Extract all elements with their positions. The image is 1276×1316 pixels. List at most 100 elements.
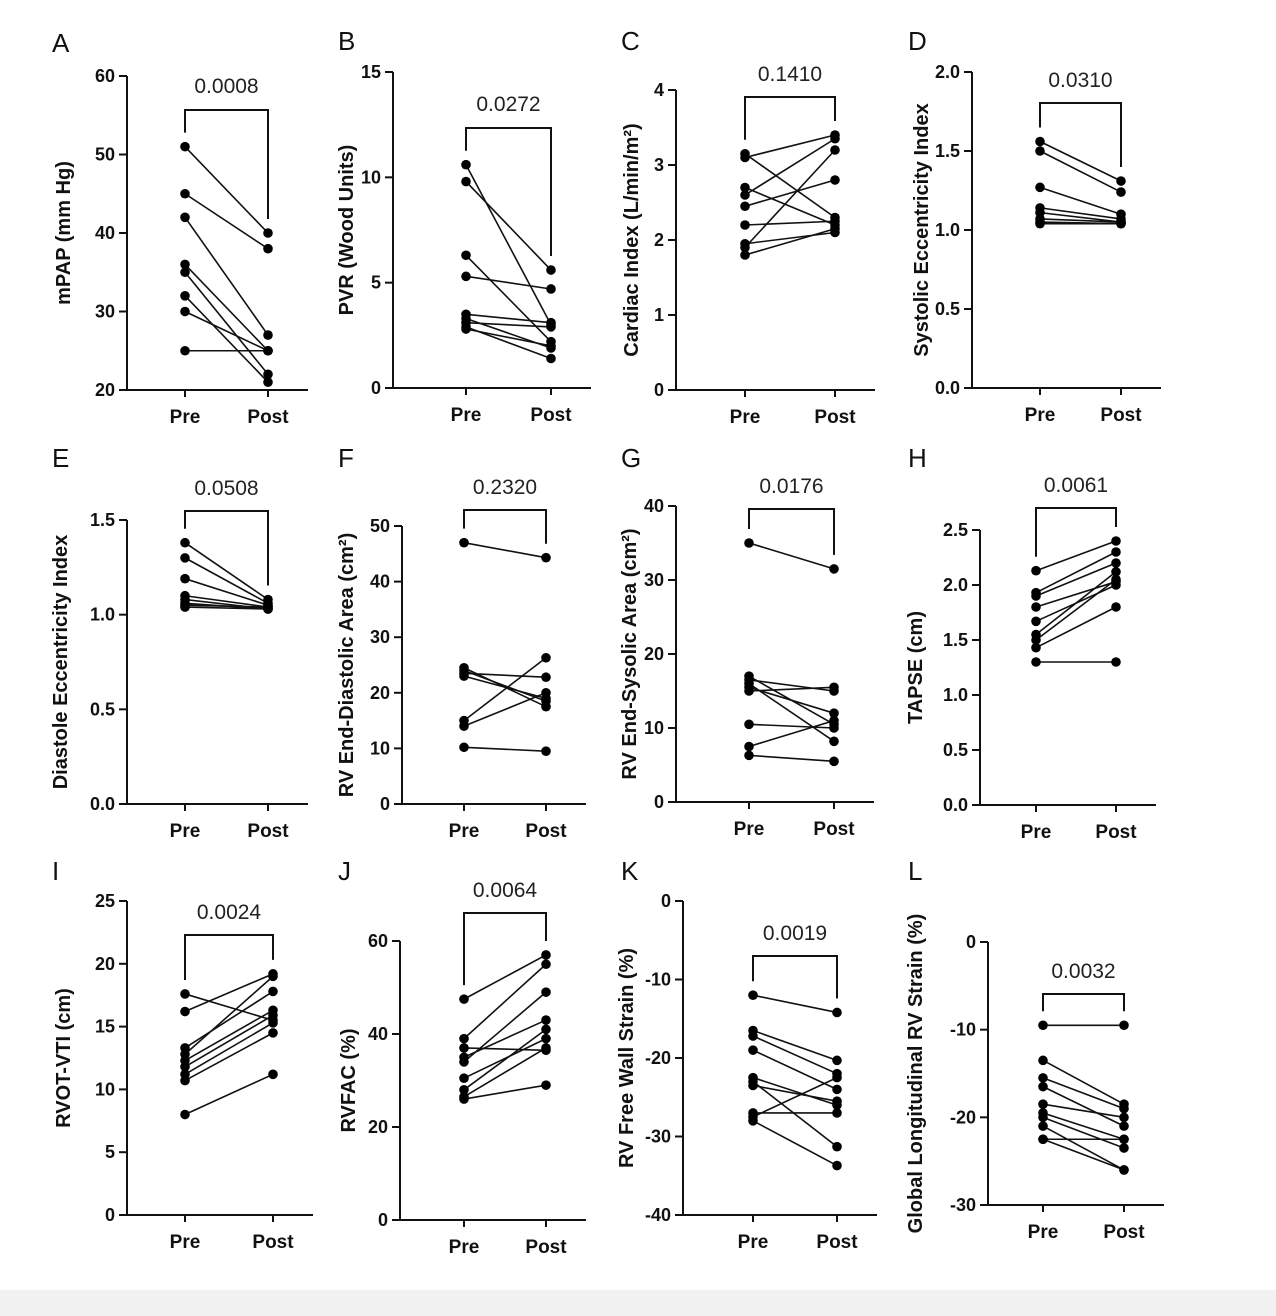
- panel-letter: F: [338, 443, 354, 473]
- data-point: [829, 682, 839, 693]
- y-axis-title: Systolic Eccentricity Index: [911, 103, 933, 356]
- data-point: [1119, 1121, 1129, 1131]
- paired-line: [184, 1032, 274, 1082]
- y-tick-label: 0.0: [90, 794, 115, 814]
- data-point: [546, 341, 556, 351]
- paired-line: [465, 321, 552, 328]
- x-tick-label-pre: Pre: [1021, 822, 1052, 843]
- paired-line: [1042, 1103, 1125, 1119]
- y-tick-label: 5: [105, 1142, 115, 1162]
- paired-line: [184, 542, 269, 601]
- data-point: [541, 672, 551, 683]
- panel-b: B 0 5 10 15 Pre Post PVR (Wood Units) 0.0272: [336, 26, 591, 426]
- data-point: [740, 201, 750, 212]
- paired-line: [748, 542, 835, 570]
- paired-line: [1035, 540, 1117, 572]
- paired-line: [748, 723, 835, 729]
- data-point: [541, 688, 551, 698]
- significance-bracket: [184, 510, 269, 586]
- paired-line: [463, 991, 547, 1063]
- paired-line: [465, 328, 552, 347]
- paired-line: [463, 954, 547, 1000]
- data-point: [830, 216, 840, 227]
- data-point: [1119, 1020, 1129, 1031]
- x-tick-label-pre: Pre: [170, 407, 201, 428]
- x-tick-label-post: Post: [247, 407, 289, 428]
- paired-line: [1042, 1059, 1125, 1105]
- data-point: [1119, 1103, 1129, 1114]
- paired-line: [748, 679, 835, 692]
- x-tick-label-post: Post: [247, 821, 289, 842]
- data-point: [263, 243, 273, 254]
- y-tick-label: 15: [95, 1017, 115, 1037]
- data-point: [461, 176, 471, 187]
- data-point: [263, 369, 273, 380]
- x-tick-label-pre: Pre: [449, 821, 480, 842]
- panel-e: E 0.0 0.5 1.0 1.5 Pre Post Diastole Eccentricit…: [50, 443, 308, 842]
- paired-line: [184, 990, 274, 1049]
- data-point: [1035, 182, 1045, 193]
- paired-line: [1042, 1125, 1125, 1171]
- y-tick-label: 60: [95, 66, 115, 86]
- y-tick-label: 10: [95, 1079, 115, 1099]
- y-axis-title: RVFAC (%): [338, 1028, 360, 1132]
- p-value-label: 0.0019: [763, 922, 827, 945]
- data-point: [1038, 1112, 1048, 1123]
- significance-bracket: [463, 912, 547, 986]
- y-tick-label: 0: [371, 378, 381, 398]
- panel-k: K -40 -30 -20 -10 0 Pre Post RV Free Wall Strain…: [616, 856, 877, 1253]
- y-tick-label: 1.5: [935, 141, 960, 161]
- y-tick-label: 5: [371, 273, 381, 293]
- y-tick-label: 30: [370, 627, 390, 647]
- y-axis-title: mPAP (mm Hg): [53, 161, 75, 305]
- data-point: [1031, 602, 1041, 612]
- panel-letter: K: [621, 856, 639, 886]
- y-tick-label: 0: [654, 380, 664, 400]
- x-tick-label-post: Post: [252, 1232, 294, 1253]
- x-tick-label-pre: Pre: [730, 407, 761, 428]
- data-point: [1119, 1134, 1129, 1145]
- paired-line: [184, 146, 269, 234]
- p-value-label: 0.0176: [759, 475, 823, 498]
- y-axis-title: RV Free Wall Strain (%): [616, 948, 638, 1168]
- p-value-label: 0.0032: [1051, 960, 1115, 983]
- data-point: [740, 242, 750, 253]
- data-point: [541, 1043, 551, 1053]
- data-point: [748, 1045, 758, 1055]
- paired-line: [1039, 150, 1122, 193]
- significance-bracket: [463, 509, 547, 544]
- paired-line: [1042, 1077, 1125, 1110]
- paired-line: [744, 134, 836, 159]
- data-point: [1116, 176, 1126, 186]
- paired-line: [184, 193, 269, 250]
- footer-band: [0, 1290, 1276, 1316]
- significance-bracket: [752, 955, 838, 999]
- data-point: [263, 330, 273, 340]
- paired-line: [1042, 1112, 1125, 1141]
- paired-line: [1042, 1138, 1125, 1171]
- x-tick-label-post: Post: [1095, 822, 1137, 843]
- y-tick-label: 4: [654, 80, 664, 100]
- data-point: [1031, 657, 1041, 667]
- data-point: [180, 345, 190, 356]
- y-tick-label: 20: [370, 683, 390, 703]
- paired-line: [184, 216, 269, 336]
- y-tick-label: -40: [645, 1205, 671, 1225]
- data-point: [829, 756, 839, 767]
- data-point: [1031, 635, 1041, 645]
- data-point: [744, 741, 754, 752]
- paired-line: [184, 310, 269, 352]
- data-point: [180, 1075, 190, 1086]
- data-point: [832, 1055, 842, 1066]
- data-point: [748, 1080, 758, 1091]
- data-point: [546, 353, 556, 364]
- paired-line: [744, 186, 836, 226]
- paired-line: [744, 220, 836, 226]
- y-tick-label: -30: [950, 1195, 976, 1215]
- paired-line: [752, 1080, 838, 1148]
- data-point: [1035, 218, 1045, 229]
- paired-line: [463, 1028, 547, 1091]
- p-value-label: 0.0061: [1044, 474, 1108, 497]
- x-tick-label-post: Post: [525, 1237, 567, 1258]
